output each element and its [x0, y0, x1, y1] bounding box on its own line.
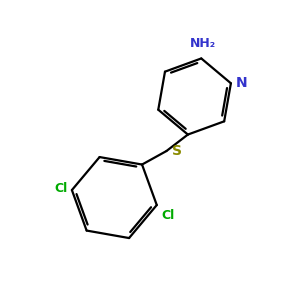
Text: NH₂: NH₂ — [190, 37, 216, 50]
Text: Cl: Cl — [54, 182, 68, 195]
Text: N: N — [236, 76, 248, 90]
Text: Cl: Cl — [161, 209, 175, 223]
Text: S: S — [172, 144, 182, 158]
